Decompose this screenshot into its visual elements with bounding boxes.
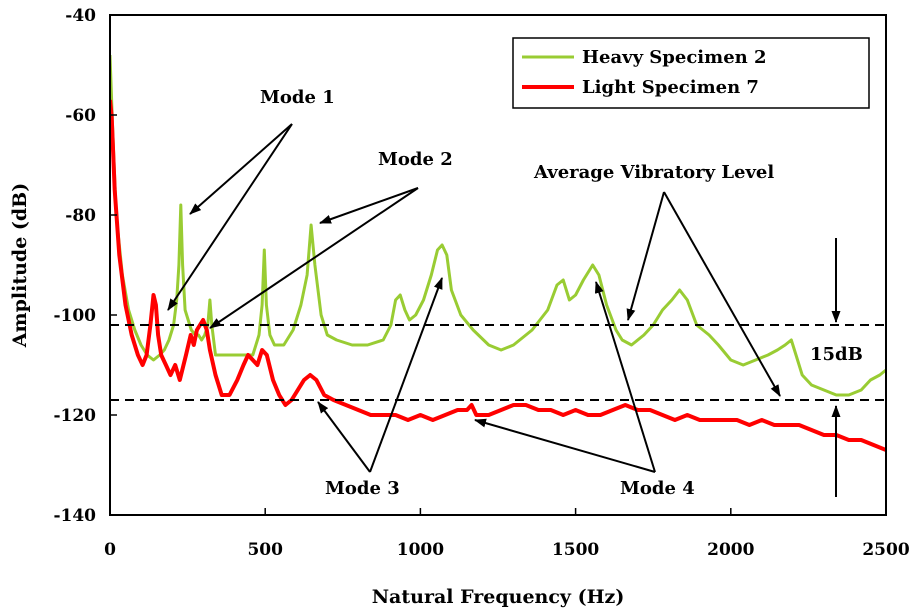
legend: Heavy Specimen 2 Light Specimen 7 <box>512 37 870 109</box>
arrow-mode-2-a <box>319 187 419 224</box>
x-tick-label: 500 <box>247 540 283 560</box>
annotation-arrows <box>167 123 841 497</box>
arrow-mode-1-a <box>189 123 293 215</box>
y-tick-label: -40 <box>65 6 96 26</box>
annotation-mode-1: Mode 1 <box>260 87 335 108</box>
legend-label-light: Light Specimen 7 <box>582 77 759 98</box>
y-tick-label: -140 <box>53 506 96 526</box>
y-tick-label: -120 <box>53 406 96 426</box>
y-tick-label: -80 <box>65 206 96 226</box>
x-tick-label: 0 <box>104 540 116 560</box>
legend-label-heavy: Heavy Specimen 2 <box>582 47 767 68</box>
x-tick-label: 1000 <box>397 540 444 560</box>
x-axis-label: Natural Frequency (Hz) <box>372 586 625 608</box>
y-tick-label: -100 <box>53 306 96 326</box>
plot-frame <box>109 14 887 516</box>
x-tick-label: 2000 <box>707 540 754 560</box>
annotation-average-level: Average Vibratory Level <box>533 162 774 183</box>
arrow-mode-4-a <box>594 281 656 473</box>
arrow-average-a <box>626 191 665 321</box>
legend-box <box>512 37 870 109</box>
annotation-mode-4: Mode 4 <box>620 478 695 499</box>
arrow-mode-3-b <box>317 401 371 473</box>
x-tick-label: 2500 <box>862 540 909 560</box>
arrow-mode-1-b <box>167 123 293 311</box>
arrow-average-b <box>663 191 781 397</box>
annotation-mode-3: Mode 3 <box>325 478 400 499</box>
x-tick-label: 1500 <box>552 540 599 560</box>
annotation-mode-2: Mode 2 <box>378 149 453 170</box>
y-axis-label: Amplitude (dB) <box>9 183 31 348</box>
y-tick-label: -60 <box>65 106 96 126</box>
series-line-1 <box>110 99 886 452</box>
arrow-mode-4-b <box>474 418 656 473</box>
arrow-mode-3-a <box>369 277 443 473</box>
arrow-mode-2-b <box>209 187 419 329</box>
series-line-0 <box>110 54 886 397</box>
annotation-15db: 15dB <box>810 344 863 365</box>
